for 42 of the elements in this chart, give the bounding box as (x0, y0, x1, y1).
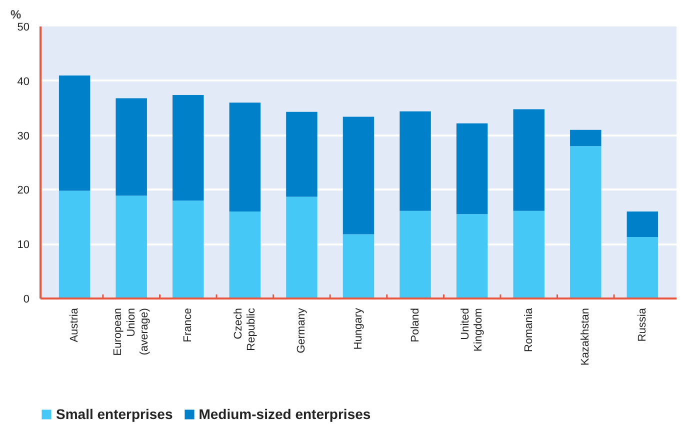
bar (229, 102, 261, 212)
bar (570, 146, 602, 298)
x-tick-label: Romania (522, 307, 535, 352)
x-tick-label: Austria (68, 307, 81, 342)
bar (626, 211, 658, 238)
y-tick-label: 20 (17, 184, 30, 197)
x-tick-label: United Kingdom (459, 308, 485, 352)
x-tick-label: Kazakhstan (580, 308, 592, 366)
bar (116, 196, 147, 298)
bar (570, 130, 602, 146)
bar (400, 111, 431, 211)
bar (172, 200, 204, 298)
bar (116, 98, 147, 196)
bar (513, 109, 544, 211)
x-tick-label: Poland (409, 308, 422, 342)
y-tick-label: 50 (17, 22, 30, 34)
bar (456, 123, 488, 214)
bar (229, 211, 261, 298)
y-tick-label: 0 (23, 294, 30, 306)
bar (342, 234, 374, 298)
x-tick-label: Germany (296, 308, 308, 354)
bar (456, 214, 488, 298)
y-axis-title: % (10, 8, 22, 22)
bar (400, 210, 431, 298)
x-tick-label: France (182, 308, 194, 342)
x-tick-label: European Union (average) (112, 308, 151, 356)
legend-label: Medium-sized enterprises (198, 406, 371, 422)
bar (58, 75, 90, 191)
legend-label: Small enterprises (56, 406, 173, 422)
x-tick-label: Hungary (352, 308, 364, 350)
bar (342, 116, 374, 234)
bar (286, 112, 318, 197)
bar (286, 196, 318, 298)
bar (513, 210, 544, 298)
y-tick-label: 10 (17, 239, 30, 252)
bar (626, 237, 658, 298)
x-tick-label: Czech Republic (232, 308, 258, 351)
y-tick-label: 40 (17, 76, 30, 88)
bar (58, 190, 90, 298)
bar (172, 95, 204, 201)
x-tick-label: Russia (636, 307, 648, 342)
y-tick-label: 30 (17, 130, 30, 142)
